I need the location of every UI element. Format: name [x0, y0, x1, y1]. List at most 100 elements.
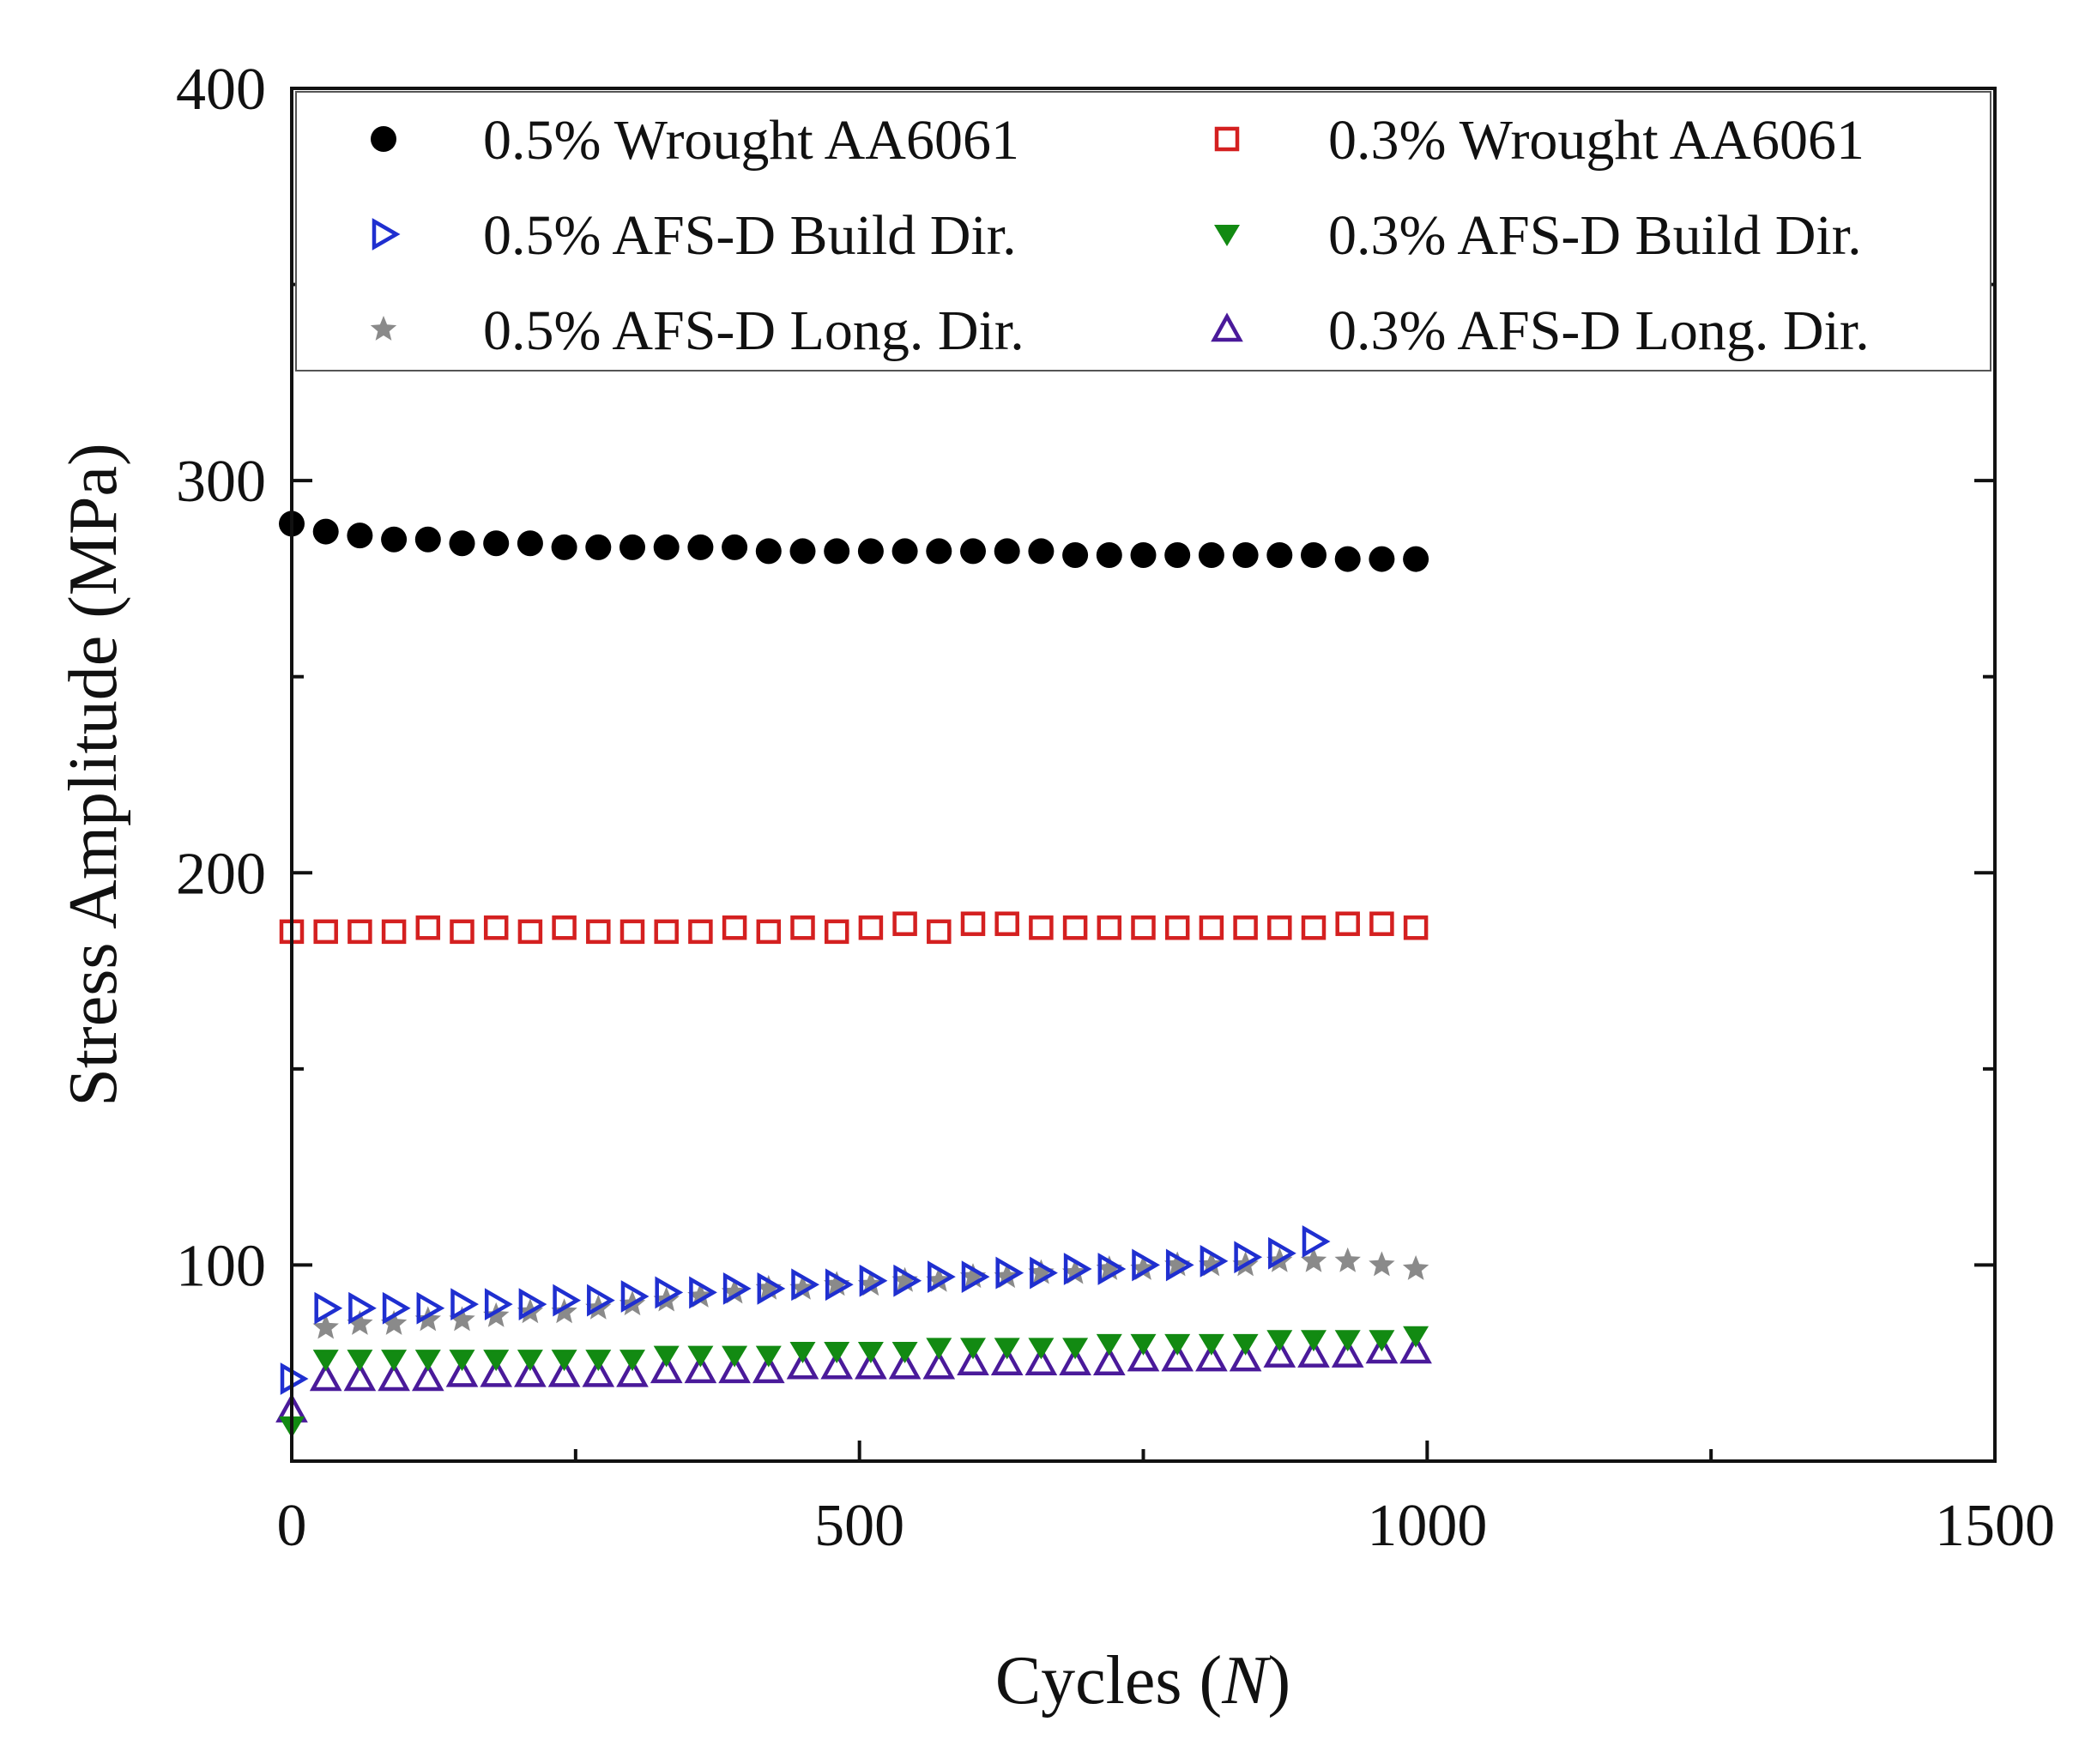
- data-point: [381, 526, 408, 553]
- data-point: [1062, 542, 1089, 568]
- data-point: [619, 919, 645, 945]
- data-point: [587, 1284, 615, 1317]
- legend-label: 0.3% Wrought AA6061: [1328, 109, 1864, 172]
- data-point: [552, 915, 577, 940]
- x-axis-label-variable: N: [1221, 1643, 1272, 1719]
- legend-label: 0.3% AFS-D Build Dir.: [1328, 204, 1862, 267]
- data-point: [1334, 546, 1361, 572]
- data-point: [789, 1274, 816, 1300]
- data-point: [1063, 1253, 1092, 1285]
- data-point: [858, 915, 884, 940]
- data-point: [1334, 1247, 1361, 1272]
- data-point: [960, 1338, 986, 1360]
- legend-entry: 0.5% Wrought AA6061: [371, 109, 1019, 172]
- data-point: [689, 1276, 717, 1309]
- data-point: [722, 1272, 752, 1305]
- data-point: [824, 1271, 850, 1296]
- data-point: [820, 1350, 854, 1380]
- data-point: [312, 1350, 339, 1372]
- data-point: [1232, 1333, 1259, 1356]
- data-point: [755, 1345, 782, 1368]
- y-tick-label: 200: [176, 841, 266, 907]
- data-point: [1164, 1251, 1191, 1277]
- data-point: [483, 1350, 510, 1372]
- data-point: [857, 538, 884, 565]
- data-point: [1161, 1342, 1194, 1372]
- series-3: [280, 1225, 1331, 1395]
- legend-entry: 0.3% AFS-D Long. Dir.: [1211, 299, 1870, 362]
- data-point: [1096, 1333, 1122, 1356]
- data-point: [450, 1288, 480, 1321]
- data-point: [312, 518, 339, 545]
- data-point: [309, 1362, 342, 1392]
- data-point: [990, 1346, 1024, 1375]
- y-tick-label: 100: [176, 1233, 266, 1299]
- data-point: [1198, 542, 1224, 568]
- data-point: [551, 534, 577, 560]
- data-point: [994, 538, 1020, 565]
- data-point: [994, 1338, 1020, 1360]
- data-point: [517, 1350, 543, 1372]
- data-point: [994, 1263, 1020, 1289]
- data-point: [892, 911, 917, 936]
- y-tick-label: 400: [176, 57, 266, 123]
- data-point: [926, 1338, 952, 1360]
- data-point: [790, 915, 815, 940]
- data-point: [961, 1260, 990, 1294]
- axis-tick-labels: 0 500 1000 1500 100 200 300 400: [176, 57, 2055, 1559]
- data-point: [347, 1350, 373, 1372]
- data-point: [445, 1357, 479, 1387]
- x-tick-label: 1000: [1367, 1493, 1487, 1559]
- series-6: [275, 1334, 1432, 1423]
- data-point: [960, 911, 986, 936]
- plot-frame: [290, 87, 1997, 1463]
- data-point: [619, 1350, 645, 1372]
- data-point: [582, 1357, 615, 1387]
- data-point: [960, 538, 986, 565]
- data-point: [450, 919, 474, 945]
- data-series: [275, 510, 1432, 1438]
- data-point: [1198, 1333, 1224, 1356]
- data-point: [1403, 915, 1429, 940]
- legend-marker: [370, 316, 397, 341]
- data-point: [416, 1291, 445, 1325]
- data-point: [824, 919, 849, 945]
- data-point: [1130, 542, 1157, 568]
- data-point: [619, 534, 645, 560]
- data-point: [483, 915, 509, 940]
- data-point: [1097, 915, 1122, 940]
- data-point: [1229, 1342, 1262, 1372]
- data-point: [1130, 1333, 1157, 1356]
- data-point: [718, 1354, 751, 1384]
- data-point: [888, 1350, 922, 1380]
- data-point: [616, 1357, 649, 1387]
- data-point: [928, 1260, 956, 1294]
- data-point: [1164, 542, 1191, 568]
- data-point: [654, 919, 679, 945]
- data-point: [1268, 1236, 1296, 1270]
- data-point: [752, 1354, 785, 1384]
- data-point: [891, 538, 918, 565]
- legend-entry: 0.5% AFS-D Build Dir.: [372, 204, 1017, 267]
- data-point: [415, 915, 441, 940]
- data-point: [1092, 1346, 1126, 1375]
- data-point: [1127, 1342, 1160, 1372]
- data-point: [620, 1280, 650, 1313]
- legend-marker: [1211, 312, 1243, 342]
- x-axis-label: Cycles (N): [995, 1643, 1290, 1719]
- data-point: [1232, 542, 1259, 568]
- data-point: [484, 1288, 513, 1321]
- data-point: [721, 1278, 748, 1304]
- data-point: [1062, 1338, 1089, 1360]
- data-point: [480, 1357, 513, 1387]
- data-point: [1302, 1225, 1331, 1258]
- data-point: [1331, 1338, 1364, 1368]
- data-point: [688, 919, 713, 945]
- data-point: [381, 919, 407, 945]
- data-point: [517, 919, 543, 945]
- legend-label: 0.5% AFS-D Long. Dir.: [483, 299, 1024, 362]
- data-point: [1263, 1338, 1296, 1368]
- data-point: [824, 538, 850, 565]
- data-point: [1097, 1253, 1127, 1285]
- data-point: [1335, 911, 1360, 936]
